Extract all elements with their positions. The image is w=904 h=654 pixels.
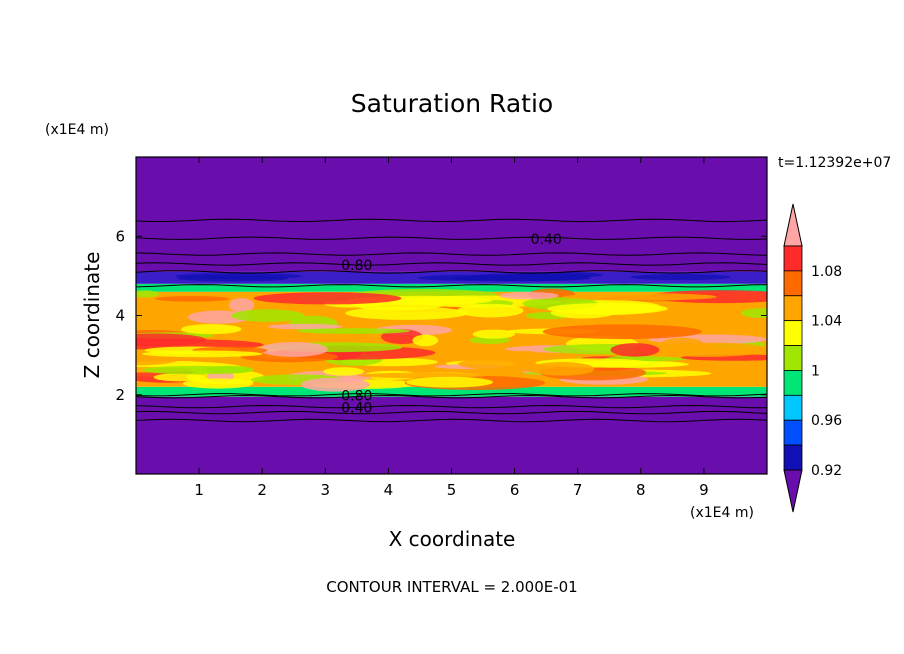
x-tick-label: 6 [510,481,520,499]
y-tick-label: 4 [115,307,125,325]
field-patch [177,275,289,282]
x-tick-label: 1 [194,481,204,499]
contour-label: 0.80 [341,389,372,405]
contour-line [136,394,767,399]
time-label: t=1.12392e+07 [778,155,891,171]
contour-line [136,270,767,274]
contour-line [136,284,767,288]
colorbar-top-arrow [783,203,803,247]
x-tick-label: 2 [257,481,267,499]
colorbar-label: 1 [811,363,820,379]
x-axis-title: X coordinate [389,527,516,551]
y-tick-label: 2 [115,386,125,404]
field-patch [297,328,411,334]
y-axis-ticks: 2 4 6 [115,227,767,404]
contour-label: 0.80 [341,258,372,274]
field-patch [472,329,516,339]
field-patch [136,317,175,324]
field-patch [687,316,767,325]
colorbar: 1.08 1.04 1 0.96 0.92 [783,203,842,513]
x-tick-label: 9 [699,481,709,499]
x-tick-label: 5 [447,481,457,499]
x-unit-label: (x1E4 m) [690,505,754,521]
colorbar-swatch [783,370,803,396]
contour-line [136,236,767,240]
y-tick-label: 6 [115,227,125,245]
field-patch [630,274,731,281]
contour-line [136,252,767,256]
colorbar-swatch [783,245,803,272]
contour-lines [136,218,767,423]
field-patch [740,308,767,319]
colorbar-label: 1.08 [811,264,842,280]
field-patch [356,372,488,379]
colorbar-swatch [783,320,803,346]
field-patch [471,273,592,280]
field-patch [259,341,328,357]
field-patch [267,323,343,330]
contour-line [136,418,767,423]
field-patch [323,367,365,376]
chart-title: Saturation Ratio [351,89,553,118]
field-patch [457,303,524,318]
field-patch [412,334,439,347]
y-axis-title: Z coordinate [80,252,104,379]
colorbar-swatch [783,394,803,421]
field-patch [136,321,155,329]
field-patch [547,303,668,315]
field-patch [647,342,767,357]
field-patch [180,324,242,335]
colorbar-swatch [783,270,803,297]
contour-interval-note: CONTOUR INTERVAL = 2.000E-01 [326,578,577,596]
field-patch [406,376,493,388]
contour-line [136,218,767,223]
field-layer-1 [136,386,767,397]
field-patch [507,350,542,363]
saturation-field [136,157,767,474]
field-patch [542,324,703,340]
colorbar-swatch [783,419,803,446]
contour-line [136,262,767,266]
field-patch [228,298,255,313]
field-patch [345,306,468,320]
field-layer-3 [136,283,767,292]
x-tick-label: 3 [321,481,331,499]
field-patch [300,377,370,392]
y-unit-label: (x1E4 m) [45,122,109,138]
contour-label: 0.40 [531,232,562,248]
field-patch [499,291,559,300]
x-tick-label: 4 [384,481,394,499]
field-patch [528,362,595,376]
field-patch [136,333,207,347]
field-patch [182,378,254,389]
colorbar-swatch [783,295,803,322]
colorbar-swatch [783,345,803,371]
colorbar-label: 0.96 [811,413,842,429]
field-patch [562,293,718,301]
field-patch [253,292,402,305]
field-patch [231,309,305,322]
x-axis-ticks: 1 2 3 4 5 6 7 8 9 [194,157,709,499]
contour-label: 0.40 [341,401,372,417]
field-patch [610,343,660,357]
contour-line [136,404,767,409]
x-tick-label: 8 [636,481,646,499]
field-layer-5 [136,157,767,272]
field-patch [136,290,160,298]
field-patch [142,365,250,375]
field-patch [141,350,263,358]
contour-line [136,410,767,415]
x-tick-label: 7 [573,481,583,499]
colorbar-bottom-arrow [783,469,803,513]
field-layer-0 [136,396,767,474]
contour-labels: 0.400.800.800.40 [341,232,562,417]
colorbar-label: 1.04 [811,314,842,330]
contour-line [136,393,767,397]
colorbar-swatch [783,444,803,471]
field-patch [155,296,230,302]
colorbar-label: 0.92 [811,463,842,479]
